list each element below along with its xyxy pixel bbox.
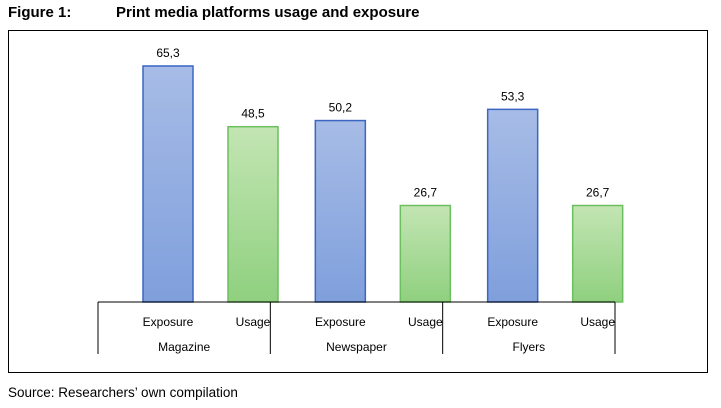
bar-magazine-exposure <box>142 65 194 303</box>
bars-layer: 65,3 48,5 50,2 26,7 53,3 26,7 <box>142 46 624 303</box>
data-label-magazine-usage: 48,5 <box>241 107 265 121</box>
data-label-newspaper-exposure: 50,2 <box>329 101 353 115</box>
bar-flyers-exposure <box>486 108 539 303</box>
figure-title: Print media platforms usage and exposure <box>116 4 420 21</box>
data-label-magazine-exposure: 65,3 <box>156 46 180 60</box>
bar-newspaper-usage <box>399 204 452 303</box>
group-label-newspaper: Newspaper <box>326 340 387 354</box>
bar-flyers-usage <box>571 204 624 303</box>
group-label-magazine: Magazine <box>158 340 210 354</box>
source-note: Source: Researchers’ own compilation <box>8 385 238 400</box>
figure-label: Figure 1: <box>8 4 72 21</box>
data-label-newspaper-usage: 26,7 <box>414 185 438 199</box>
category-axis: Exposure Usage Magazine Exposure Usage Newspa… <box>97 301 616 354</box>
group-label-flyers: Flyers <box>512 340 545 354</box>
tick-label-newspaper-usage: Usage <box>408 315 443 329</box>
tick-label-magazine-exposure: Exposure <box>143 315 194 329</box>
tick-label-flyers-usage: Usage <box>580 315 615 329</box>
data-label-flyers-usage: 26,7 <box>586 185 610 199</box>
bar-magazine-usage <box>227 125 279 303</box>
bar-chart: 65,3 48,5 50,2 26,7 53,3 26,7 Exposure Usage Ma… <box>97 46 624 354</box>
bar-newspaper-exposure <box>314 119 367 303</box>
tick-label-newspaper-exposure: Exposure <box>315 315 366 329</box>
tick-label-magazine-usage: Usage <box>236 315 271 329</box>
data-label-flyers-exposure: 53,3 <box>501 89 525 103</box>
chart-frame: 65,3 48,5 50,2 26,7 53,3 26,7 Exposure Usage Ma… <box>8 30 708 373</box>
tick-label-flyers-exposure: Exposure <box>487 315 538 329</box>
